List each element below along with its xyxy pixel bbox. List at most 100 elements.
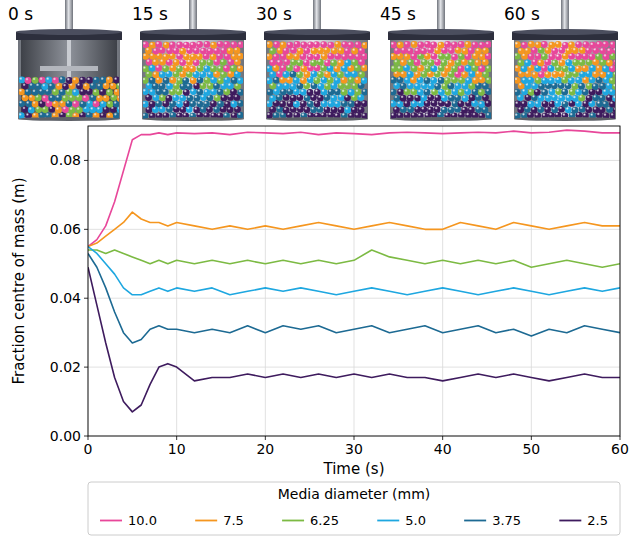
sphere	[586, 71, 593, 78]
grid-line	[354, 126, 355, 436]
sphere	[267, 112, 273, 119]
sphere	[404, 88, 411, 95]
legend-swatch	[195, 520, 217, 522]
sphere	[307, 41, 314, 48]
sphere	[548, 42, 555, 49]
sphere	[190, 77, 197, 84]
sphere	[478, 89, 485, 96]
sphere	[300, 100, 307, 107]
sphere	[69, 95, 76, 102]
sphere	[444, 77, 451, 84]
sphere	[351, 83, 358, 90]
sphere	[307, 89, 314, 96]
sphere	[213, 106, 220, 113]
sphere	[431, 65, 438, 72]
legend-swatch	[100, 520, 122, 522]
sphere	[471, 42, 478, 49]
sphere	[613, 71, 615, 78]
sphere	[267, 65, 273, 72]
tick	[354, 436, 355, 440]
sphere	[196, 101, 203, 108]
sphere	[276, 94, 283, 101]
media-spheres	[391, 41, 491, 119]
sphere	[93, 89, 100, 96]
sphere	[313, 41, 320, 48]
sphere	[417, 65, 424, 72]
sphere	[549, 101, 556, 108]
sphere	[407, 48, 414, 55]
sphere	[113, 101, 119, 108]
sphere	[442, 83, 449, 90]
sphere	[293, 101, 300, 108]
sphere	[193, 95, 200, 102]
sphere	[448, 107, 455, 114]
vessel-base	[390, 117, 492, 121]
sphere	[230, 41, 237, 48]
sphere	[551, 94, 558, 101]
sphere	[79, 77, 86, 84]
sphere	[166, 83, 173, 90]
sphere	[391, 65, 397, 72]
sphere	[562, 42, 569, 49]
impeller-blade	[40, 66, 98, 71]
sphere	[334, 41, 341, 48]
sphere	[532, 71, 539, 78]
sphere	[407, 71, 414, 78]
sphere	[400, 83, 407, 90]
sphere	[317, 71, 324, 78]
sphere	[179, 95, 186, 102]
sphere	[541, 77, 548, 84]
sphere	[314, 77, 321, 84]
sphere	[452, 100, 459, 107]
shaft	[65, 0, 73, 32]
sphere	[534, 101, 541, 108]
sphere	[348, 76, 355, 83]
sphere	[407, 59, 414, 66]
x-tick-label: 20	[256, 441, 274, 457]
sphere	[517, 60, 524, 67]
sphere	[303, 47, 310, 54]
grid	[88, 126, 620, 436]
sphere	[231, 101, 238, 108]
sphere	[19, 77, 25, 84]
sphere	[586, 95, 593, 102]
y-tick-label: 0.06	[50, 221, 81, 237]
sphere	[149, 65, 156, 72]
sphere	[351, 107, 358, 114]
sphere	[110, 83, 117, 90]
sphere	[76, 107, 83, 114]
sphere	[307, 54, 314, 61]
sphere	[116, 83, 119, 90]
sphere	[541, 65, 548, 72]
x-tick-label: 60	[611, 441, 629, 457]
sphere	[72, 77, 79, 84]
sphere	[538, 71, 545, 78]
sphere	[169, 42, 176, 49]
sphere	[555, 54, 562, 61]
sphere	[207, 83, 214, 90]
vessel-base	[514, 117, 616, 121]
media-spheres	[143, 41, 243, 119]
sphere	[424, 77, 431, 84]
legend-label: 3.75	[492, 513, 521, 528]
sphere	[183, 53, 190, 60]
sphere	[575, 53, 582, 60]
sphere	[612, 83, 615, 90]
grid-line	[176, 126, 177, 436]
tick	[84, 298, 88, 299]
lid-top	[388, 29, 494, 35]
sphere	[391, 53, 397, 60]
sphere	[217, 41, 224, 48]
sphere	[162, 65, 169, 72]
sphere	[49, 95, 56, 102]
sphere	[237, 100, 243, 107]
vessel-base	[142, 117, 244, 121]
sphere	[183, 89, 190, 96]
sphere	[347, 42, 354, 49]
sphere	[592, 83, 599, 90]
sphere	[217, 65, 224, 72]
sphere	[210, 65, 217, 72]
tick	[84, 160, 88, 161]
sphere	[149, 101, 156, 108]
sphere	[555, 88, 562, 95]
